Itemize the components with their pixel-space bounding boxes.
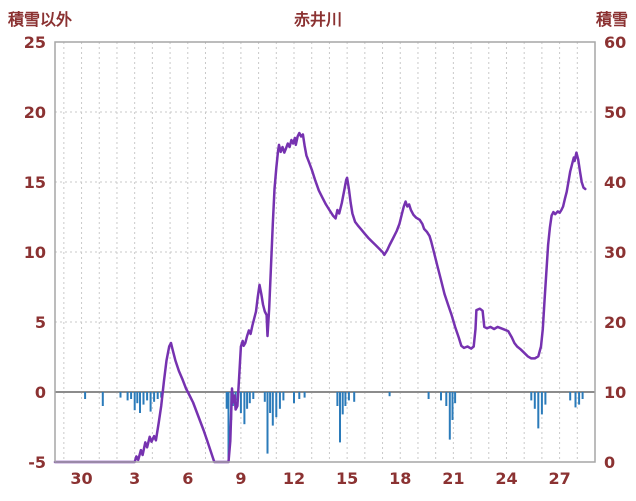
page-title: 赤井川 [293, 10, 343, 29]
svg-text:50: 50 [604, 103, 626, 122]
svg-text:0: 0 [604, 453, 615, 472]
svg-text:15: 15 [24, 173, 46, 192]
svg-text:21: 21 [442, 469, 464, 488]
svg-text:3: 3 [129, 469, 140, 488]
right-axis-title: 積雪 [595, 10, 628, 29]
svg-text:5: 5 [35, 313, 46, 332]
svg-text:40: 40 [604, 173, 626, 192]
svg-text:20: 20 [604, 313, 626, 332]
svg-text:15: 15 [336, 469, 358, 488]
svg-text:12: 12 [283, 469, 305, 488]
svg-text:10: 10 [24, 243, 46, 262]
svg-text:60: 60 [604, 33, 626, 52]
chart-header: 積雪以外 赤井川 積雪 [0, 0, 636, 32]
svg-text:30: 30 [604, 243, 626, 262]
svg-text:25: 25 [24, 33, 46, 52]
svg-text:24: 24 [495, 469, 517, 488]
svg-text:27: 27 [548, 469, 570, 488]
svg-text:18: 18 [389, 469, 411, 488]
left-axis-title: 積雪以外 [8, 10, 73, 29]
svg-text:30: 30 [70, 469, 92, 488]
svg-text:20: 20 [24, 103, 46, 122]
svg-text:0: 0 [35, 383, 46, 402]
svg-text:9: 9 [235, 469, 246, 488]
svg-text:-5: -5 [28, 453, 46, 472]
svg-text:10: 10 [604, 383, 626, 402]
svg-text:6: 6 [182, 469, 193, 488]
